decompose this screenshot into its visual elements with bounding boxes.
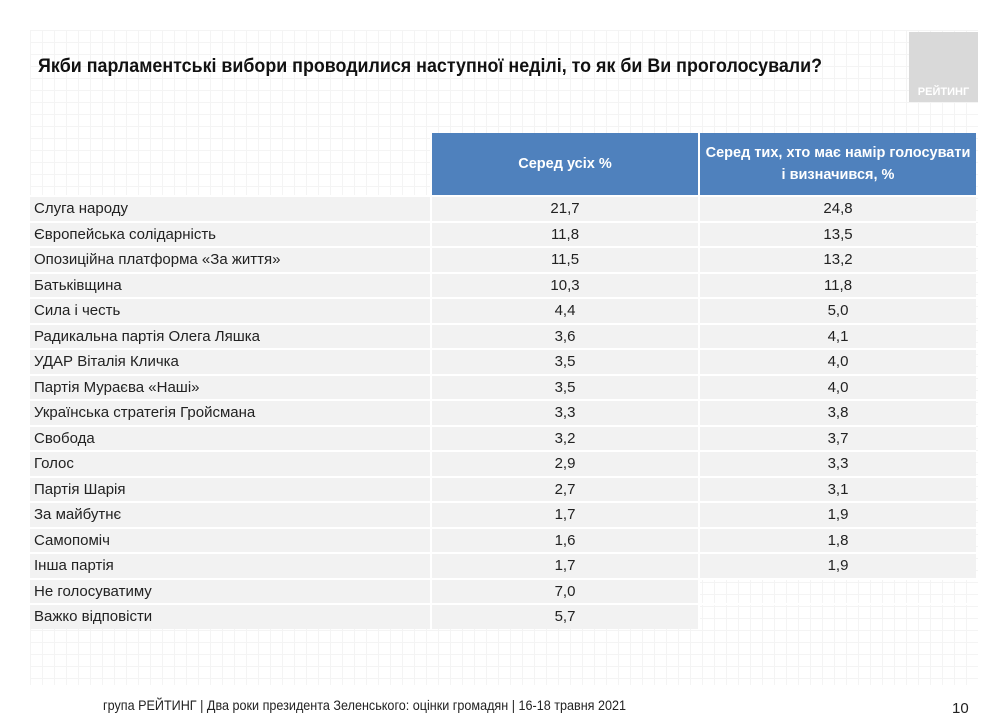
table-row: Голос 2,9 3,3 (30, 450, 976, 477)
value-decided: 13,5 (698, 220, 976, 247)
party-label: За майбутнє (30, 501, 431, 528)
party-label: Не голосуватиму (30, 577, 431, 604)
party-label: Сила і честь (30, 297, 431, 324)
party-label: Свобода (30, 424, 431, 451)
table-row: УДАР Віталія Кличка 3,5 4,0 (30, 348, 976, 375)
rating-logo: РЕЙТИНГ (909, 32, 978, 102)
header-blank (30, 133, 431, 196)
value-all: 1,7 (430, 501, 699, 528)
value-decided: 4,0 (698, 348, 976, 375)
party-label: Батьківщина (30, 271, 431, 298)
party-label: Опозиційна платформа «За життя» (30, 246, 431, 273)
value-all: 7,0 (430, 577, 699, 604)
table-row: Європейська солідарність 11,8 13,5 (30, 220, 976, 247)
value-decided: 4,1 (698, 322, 976, 349)
header-decided: Серед тих, хто має намір голосувати і ви… (698, 133, 976, 196)
table-row: Слуга народу 21,7 24,8 (30, 195, 976, 222)
value-all: 5,7 (430, 603, 699, 629)
value-decided: 3,8 (698, 399, 976, 426)
party-label: Самопоміч (30, 526, 431, 553)
value-decided: 4,0 (698, 373, 976, 400)
value-decided: 24,8 (698, 195, 976, 222)
table-row: Інша партія 1,7 1,9 (30, 552, 976, 579)
value-all: 4,4 (430, 297, 699, 324)
party-label: Партія Шарія (30, 475, 431, 502)
value-decided: 1,9 (698, 501, 976, 528)
table-row: Батьківщина 10,3 11,8 (30, 271, 976, 298)
value-decided-empty (698, 577, 976, 604)
results-table: Серед усіх % Серед тих, хто має намір го… (30, 133, 976, 629)
party-label: Голос (30, 450, 431, 477)
table-row: Важко відповісти 5,7 (30, 603, 976, 629)
page-number: 10 (952, 700, 969, 717)
value-decided: 5,0 (698, 297, 976, 324)
value-all: 3,5 (430, 373, 699, 400)
value-all: 10,3 (430, 271, 699, 298)
value-all: 2,7 (430, 475, 699, 502)
value-all: 3,6 (430, 322, 699, 349)
party-label: Радикальна партія Олега Ляшка (30, 322, 431, 349)
table-row: Партія Шарія 2,7 3,1 (30, 475, 976, 502)
logo-text: РЕЙТИНГ (917, 86, 970, 98)
value-decided: 3,3 (698, 450, 976, 477)
table-row: Сила і честь 4,4 5,0 (30, 297, 976, 324)
table-row: Опозиційна платформа «За життя» 11,5 13,2 (30, 246, 976, 273)
table-row: Радикальна партія Олега Ляшка 3,6 4,1 (30, 322, 976, 349)
value-decided: 3,7 (698, 424, 976, 451)
party-label: УДАР Віталія Кличка (30, 348, 431, 375)
party-label: Важко відповісти (30, 603, 431, 629)
table-header-row: Серед усіх % Серед тих, хто має намір го… (30, 133, 976, 196)
value-all: 3,2 (430, 424, 699, 451)
value-decided-empty (698, 603, 976, 629)
value-all: 3,3 (430, 399, 699, 426)
value-decided: 3,1 (698, 475, 976, 502)
value-decided: 1,8 (698, 526, 976, 553)
value-all: 1,6 (430, 526, 699, 553)
table-row: За майбутнє 1,7 1,9 (30, 501, 976, 528)
table-row: Партія Мураєва «Наші» 3,5 4,0 (30, 373, 976, 400)
party-label: Українська стратегія Гройсмана (30, 399, 431, 426)
slide-title: Якби парламентські вибори проводилися на… (38, 56, 823, 77)
value-decided: 11,8 (698, 271, 976, 298)
party-label: Інша партія (30, 552, 431, 579)
party-label: Європейська солідарність (30, 220, 431, 247)
party-label: Партія Мураєва «Наші» (30, 373, 431, 400)
party-label: Слуга народу (30, 195, 431, 222)
value-decided: 13,2 (698, 246, 976, 273)
value-all: 1,7 (430, 552, 699, 579)
table-row: Свобода 3,2 3,7 (30, 424, 976, 451)
value-all: 11,5 (430, 246, 699, 273)
value-all: 21,7 (430, 195, 699, 222)
table-row: Українська стратегія Гройсмана 3,3 3,8 (30, 399, 976, 426)
footer-text: група РЕЙТИНГ | Два роки президента Зеле… (103, 697, 627, 713)
value-all: 11,8 (430, 220, 699, 247)
value-decided: 1,9 (698, 552, 976, 579)
table-row: Не голосуватиму 7,0 (30, 577, 976, 604)
header-all: Серед усіх % (430, 133, 699, 196)
table-row: Самопоміч 1,6 1,8 (30, 526, 976, 553)
value-all: 3,5 (430, 348, 699, 375)
value-all: 2,9 (430, 450, 699, 477)
